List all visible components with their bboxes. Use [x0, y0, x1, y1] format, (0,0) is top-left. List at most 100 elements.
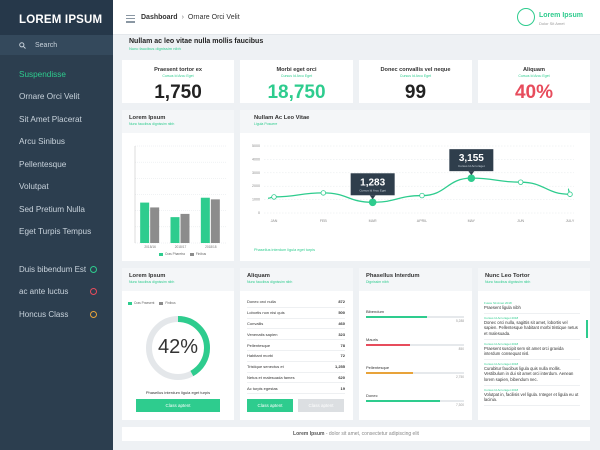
sidebar-item-volutpat[interactable]: Volutpat: [0, 176, 113, 199]
sidebar-item-label: Ornare Orci Velit: [19, 92, 80, 102]
progress-bar: [366, 372, 464, 374]
line-x-tick-label: JUN: [517, 219, 524, 223]
stat-card: Praesent tortor ex Cursus Id Arcu Eget 1…: [122, 60, 234, 103]
progress-value: 7,300: [456, 403, 464, 407]
line-callout: [449, 149, 494, 172]
list-item-value: 872: [338, 299, 345, 305]
sidebar-item-label: Volutpat: [19, 182, 49, 192]
status-ring-icon: [90, 288, 97, 296]
list-item: Lobortis non nisi quis 500: [247, 308, 345, 319]
sidebar-item-pellentesque[interactable]: Pellentesque: [0, 153, 113, 176]
legend-label: Cras Pharetra: [165, 252, 185, 256]
bar-finibus: [210, 199, 220, 243]
donut-arc: [146, 316, 210, 380]
stat-card: Aliquam Cursus Id Arcu Eget 40%: [478, 60, 590, 103]
sidebar-status-item[interactable]: Duis bibendum Est: [0, 258, 113, 281]
breadcrumb-home[interactable]: Dashboard: [141, 14, 178, 21]
card-subtitle: Nunc faucibus dignissim nibh: [247, 280, 293, 284]
list-item-label: Venenatis sapien: [247, 331, 278, 337]
line-point: [419, 192, 425, 199]
legend-swatch: [128, 301, 132, 305]
sidebar-item-arcu-sinibus[interactable]: Arcu Sinibus: [0, 131, 113, 154]
legend-swatch: [159, 301, 164, 305]
legend-swatch: [159, 252, 163, 256]
card-title: Nunc Leo Tortor: [485, 273, 530, 279]
progress-bar: [366, 400, 464, 402]
class-aptent-button[interactable]: Class aptent: [136, 399, 220, 412]
progress-bar: [366, 316, 464, 318]
card-title: Nullam Ac Leo Vitae: [254, 115, 310, 121]
user-subtitle: Dolor Sit Amet: [539, 21, 565, 26]
bar-cras-pharetra: [170, 217, 180, 243]
sidebar-nav: Suspendisse Ornare Orci Velit Sit Amet P…: [0, 63, 113, 243]
stat-value: 18,750: [267, 82, 326, 103]
news-date: Cursus Id Arcu Eget 2018: [484, 341, 519, 346]
progress-label: Donec: [366, 393, 378, 398]
stat-title: Morbi eget orci: [276, 67, 317, 73]
list-item-label: Donec orci nulla: [247, 299, 276, 305]
progress-item: Donec 7,300: [366, 393, 464, 407]
donut-chart: [146, 316, 210, 380]
line-y-tick-label: 3000: [252, 171, 260, 175]
list-item-label: Ac turpis egestas: [247, 385, 278, 391]
news-item[interactable]: Cursus Id Arcu Eget 2018 Curabitur faucib…: [484, 360, 580, 386]
sidebar-status-item[interactable]: ac ante luctus: [0, 281, 113, 304]
list-item-label: Convallis: [247, 320, 264, 326]
sidebar-item-suspendisse[interactable]: Suspendisse: [0, 63, 113, 86]
sidebar-item-eget-turpis-tempus[interactable]: Eget Turpis Tempus: [0, 221, 113, 244]
line-point: [467, 174, 476, 182]
list-item-label: Pellentesque: [247, 342, 271, 348]
news-item[interactable]: Fusce Sit Amet 2018 Praesent ligula nibh: [484, 299, 580, 315]
progress-bar: [366, 344, 464, 346]
list-item-value: 500: [338, 310, 345, 316]
footer-brand: Lorem Ipsum: [293, 431, 325, 437]
donut-legend: Cras Praesent Finibus: [128, 301, 176, 305]
list-item-value: 1,255: [334, 364, 345, 370]
line-chart: 0 1000 2000 3000 4000 5000 JAN FEB MAR APRIL MAY JU…: [252, 144, 575, 223]
line-point: [368, 198, 377, 207]
card-header: Nunc Leo Tortor Nunc faucibus dignissim …: [478, 268, 590, 291]
card-header: Phasellus Interdum Dignissim nibh: [359, 268, 472, 291]
progress-fill: [366, 316, 427, 318]
news-item[interactable]: Cursus Id Arcu Eget 2018 Volutpat in, fac…: [484, 386, 580, 407]
avatar[interactable]: [517, 8, 535, 26]
sidebar-status-label: Duis bibendum Est: [19, 264, 87, 274]
scrollbar[interactable]: [586, 320, 588, 338]
footer-text: - dolor sit amet, consectetur adipiscing…: [324, 431, 419, 437]
line-y-tick-label: 2000: [252, 184, 260, 188]
news-item[interactable]: Cursus Id Arcu Eget 2018 Donec orci nulla…: [484, 314, 580, 340]
list-item: Donec orci nulla 872: [247, 297, 345, 308]
search-field[interactable]: Search: [0, 35, 113, 55]
bar-chart: 2018/16 2018/17 2018/18: [134, 145, 226, 249]
card-title: Lorem Ipsum: [129, 115, 166, 121]
search-icon: [19, 41, 26, 49]
list-item-value: 78: [340, 342, 345, 348]
sidebar-status-item[interactable]: Honcus Class: [0, 303, 113, 326]
sidebar-item-sit-amet-placerat[interactable]: Sit Amet Placerat: [0, 108, 113, 131]
news-date: Cursus Id Arcu Eget 2018: [484, 387, 519, 392]
footer: Lorem Ipsum - dolor sit amet, consectetu…: [122, 427, 590, 441]
line-callout-sub: Cursus Id Arcu Eget: [458, 164, 485, 168]
sidebar-status-label: ac ante luctus: [19, 287, 69, 297]
sidebar-item-sed-pretium-nulla[interactable]: Sed Pretium Nulla: [0, 198, 113, 221]
menu-icon[interactable]: [126, 15, 135, 25]
list-item: Convallis 460: [247, 319, 345, 330]
line-callout-sub: Cursus Id Arcu Eget: [359, 188, 386, 192]
sidebar-item-ornare-orci-velit[interactable]: Ornare Orci Velit: [0, 86, 113, 109]
news-item[interactable]: Cursus Id Arcu Eget 2018 Praesent suscipi…: [484, 340, 580, 361]
stat-value: 99: [404, 82, 427, 103]
news-date: Cursus Id Arcu Eget 2018: [484, 362, 519, 367]
progress-item: Pellentesque 2,750: [366, 365, 464, 379]
progress-fill: [366, 400, 440, 402]
user-name[interactable]: Lorem Ipsum: [539, 12, 583, 19]
progress-value: 2,750: [456, 375, 464, 379]
list-item: Venenatis sapien 323: [247, 329, 345, 341]
class-aptent-secondary-button[interactable]: Class aptent: [298, 399, 344, 412]
progress-item: Bibendum 5,288: [366, 309, 464, 323]
page-title: Nullam ac leo vitae nulla mollis faucibu…: [129, 38, 264, 45]
progress-item: Mauris 850: [366, 337, 464, 351]
line-y-tick-label: 5000: [252, 144, 260, 148]
card-subtitle: Nunc faucibus dignissim nibh: [485, 280, 531, 284]
class-aptent-button[interactable]: Class aptent: [247, 399, 293, 412]
sidebar-item-label: Pellentesque: [19, 159, 67, 169]
